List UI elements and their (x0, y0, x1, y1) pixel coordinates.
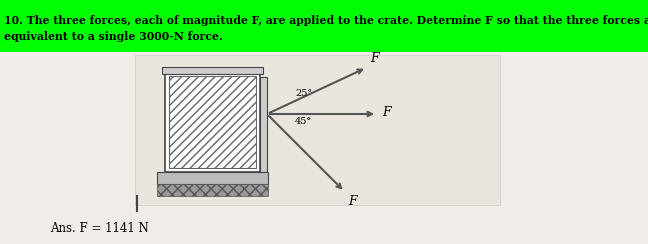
Text: 45°: 45° (295, 117, 312, 126)
Text: F: F (370, 51, 378, 64)
Bar (135, 55, 500, 205)
Text: 10. The three forces, each of magnitude F, are applied to the crate. Determine F: 10. The three forces, each of magnitude … (4, 15, 648, 26)
Text: Ans. F = 1141 N: Ans. F = 1141 N (50, 222, 149, 234)
Bar (157, 184, 268, 196)
Text: equivalent to a single 3000-N force.: equivalent to a single 3000-N force. (4, 31, 223, 42)
Bar (162, 67, 263, 74)
Bar (169, 76, 256, 168)
Text: 25°: 25° (295, 89, 312, 98)
Bar (0, 0, 648, 52)
Bar (165, 72, 260, 172)
Text: F: F (382, 106, 391, 120)
Bar (260, 77, 267, 172)
Text: F: F (348, 195, 356, 208)
Bar (157, 172, 268, 184)
